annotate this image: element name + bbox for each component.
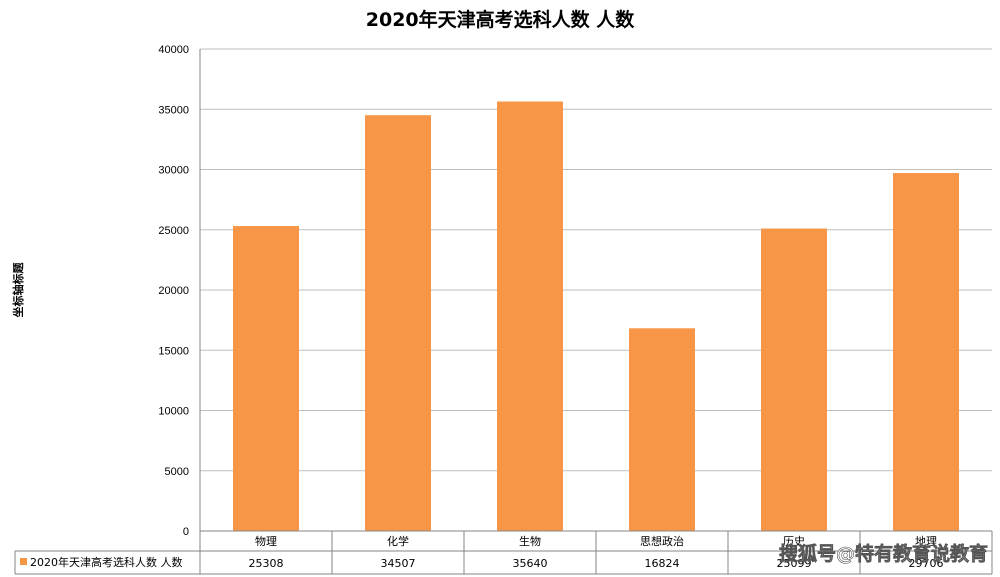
y-tick-label: 30000	[158, 165, 189, 177]
bars	[233, 101, 959, 532]
bar-化学	[365, 115, 431, 532]
bar-思想政治	[629, 328, 695, 531]
y-tick-label: 25000	[158, 225, 189, 237]
y-axis-title: 坐标轴标题	[11, 262, 25, 318]
y-tick-label: 0	[183, 526, 189, 538]
y-tick-label: 10000	[158, 406, 189, 418]
x-tick-label: 历史	[783, 535, 805, 548]
x-tick-label: 化学	[387, 534, 409, 548]
chart-title: 2020年天津高考选科人数 人数	[366, 8, 635, 31]
y-tick-label: 5000	[165, 466, 189, 478]
y-tick-label: 35000	[158, 104, 189, 116]
data-label: 34507	[381, 557, 416, 570]
data-label: 35640	[513, 557, 548, 570]
data-label: 25308	[249, 557, 284, 570]
data-table: 物理 25308 化学 34507 生物 35640 思想政治 16824 历史 25099 地理 2…	[14, 530, 993, 575]
watermark-text: 搜狐号@特有教育说教育	[779, 542, 988, 565]
x-tick-label: 地理	[915, 535, 937, 548]
legend-swatch	[20, 558, 27, 565]
bar-生物	[497, 101, 563, 532]
data-label: 16824	[645, 557, 680, 570]
y-tick-label: 40000	[158, 44, 189, 56]
bar-物理	[233, 226, 299, 531]
y-tick-label: 15000	[158, 345, 189, 357]
data-label: 25099	[777, 557, 812, 570]
y-tick-label: 20000	[158, 285, 189, 297]
bar-地理	[893, 173, 959, 531]
y-axis-ticks: 0 5000 10000 15000 20000 25000 30000 35000 40000	[158, 44, 189, 538]
x-tick-label: 思想政治	[640, 534, 684, 548]
x-tick-label: 物理	[255, 534, 277, 548]
gridlines	[199, 48, 992, 532]
x-tick-label: 生物	[519, 534, 541, 548]
data-label: 29706	[909, 557, 944, 570]
bar-历史	[761, 228, 827, 531]
legend-label: 2020年天津高考选科人数 人数	[30, 555, 183, 569]
